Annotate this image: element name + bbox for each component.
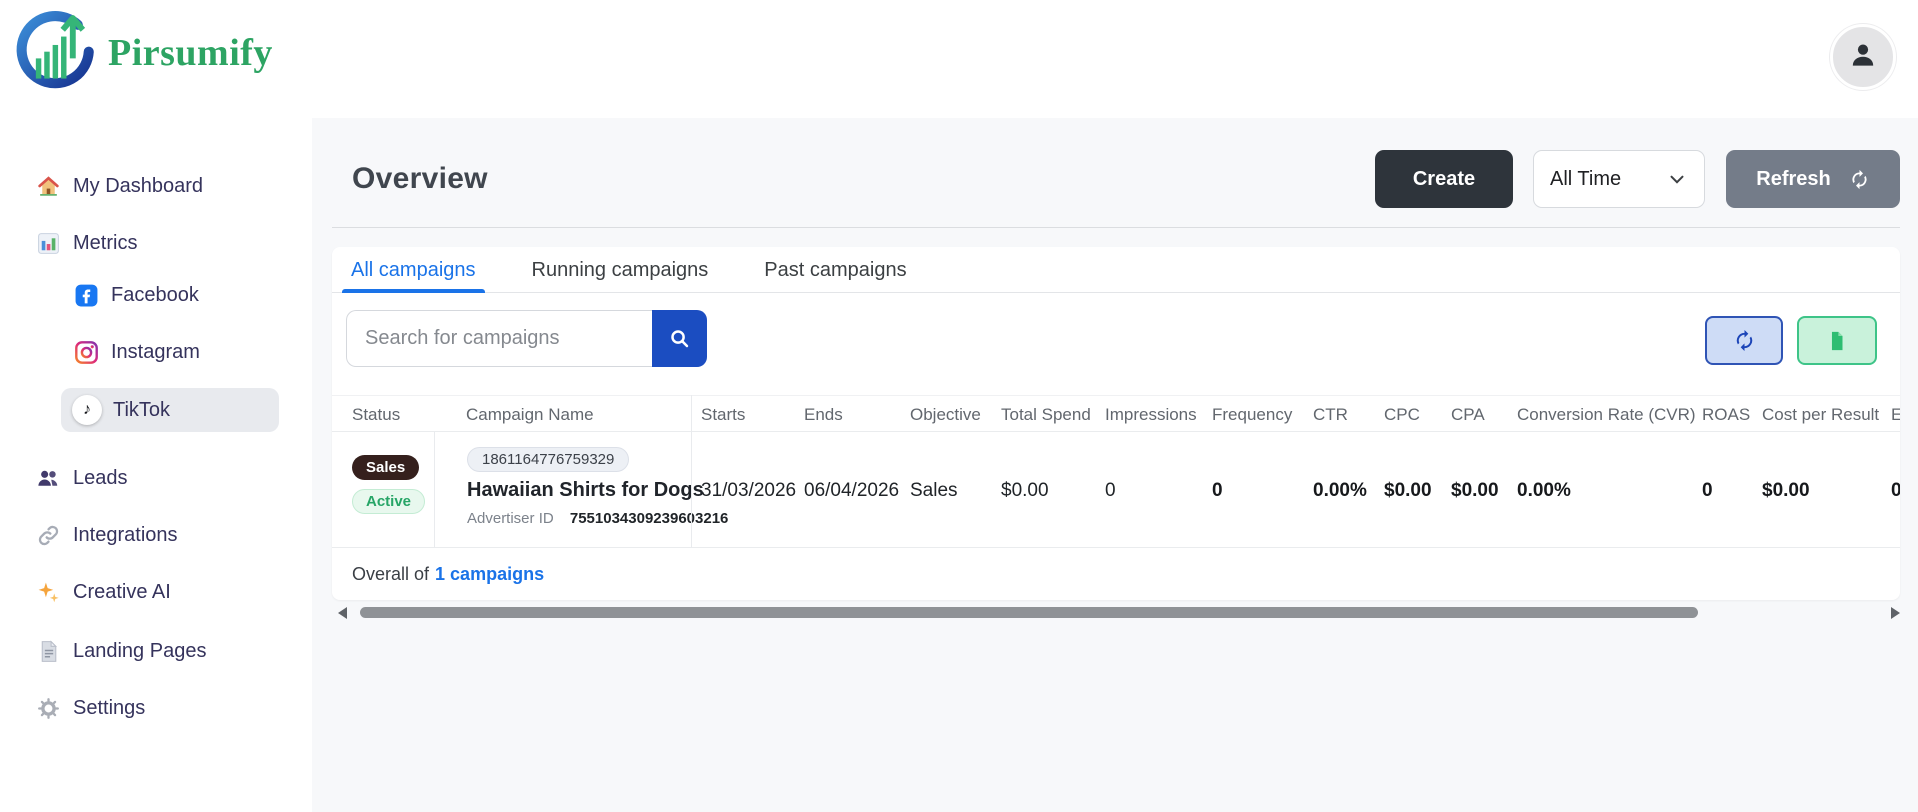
sticky-column-divider xyxy=(691,395,692,548)
cell-cvr: 0.00% xyxy=(1517,480,1571,501)
col-header-roas[interactable]: ROAS xyxy=(1702,405,1751,424)
sidebar-item-facebook[interactable]: Facebook xyxy=(0,273,312,317)
refresh-icon xyxy=(1840,169,1870,190)
sidebar: Pirsumify My Dashboard Metrics Facebook … xyxy=(0,0,312,812)
col-header-frequency[interactable]: Frequency xyxy=(1212,405,1293,424)
campaigns-count-link[interactable]: 1 campaigns xyxy=(435,563,545,584)
table-footer: Overall of 1 campaigns xyxy=(332,548,1900,600)
campaign-search xyxy=(346,310,707,367)
cell-roas: 0 xyxy=(1702,480,1713,501)
user-avatar[interactable] xyxy=(1830,24,1896,90)
sidebar-item-creative-ai[interactable]: Creative AI xyxy=(0,570,312,614)
tiktok-icon: ♪ xyxy=(72,395,102,425)
advertiser-id-label: Advertiser ID xyxy=(467,510,554,527)
sidebar-item-my-dashboard[interactable]: My Dashboard xyxy=(0,164,312,208)
main-content: Overview Create All Time Refresh All cam… xyxy=(312,118,1918,812)
sparkles-icon xyxy=(34,580,62,605)
advertiser-id-line: Advertiser ID 7551034309239603216 xyxy=(467,510,728,527)
home-icon xyxy=(34,174,62,199)
col-header-starts[interactable]: Starts xyxy=(701,405,746,424)
overall-label: Overall of xyxy=(352,563,430,584)
horizontal-scrollbar-thumb[interactable] xyxy=(360,607,1698,618)
refresh-button[interactable]: Refresh xyxy=(1726,150,1900,208)
sidebar-item-settings[interactable]: Settings xyxy=(0,686,312,730)
link-icon xyxy=(34,523,62,548)
cell-frequency: 0 xyxy=(1212,480,1223,501)
bar-chart-icon xyxy=(34,231,62,256)
instagram-icon xyxy=(72,340,100,365)
horizontal-scrollbar xyxy=(338,605,1900,621)
sidebar-item-leads[interactable]: Leads xyxy=(0,456,312,500)
col-header-cpc[interactable]: CPC xyxy=(1384,405,1420,424)
cell-total-spend: $0.00 xyxy=(1001,480,1049,501)
campaign-id-pill: 1861164776759329 xyxy=(467,447,630,472)
cell-clipped: 0 xyxy=(1891,480,1900,501)
cell-cost-per-result: $0.00 xyxy=(1762,480,1810,501)
chevron-down-icon xyxy=(1666,168,1688,190)
col-header-ctr[interactable]: CTR xyxy=(1313,405,1348,424)
search-button[interactable] xyxy=(652,310,707,367)
cell-impressions: 0 xyxy=(1105,480,1116,501)
search-icon xyxy=(668,327,691,350)
objective-badge: Sales xyxy=(352,455,420,480)
campaign-tabs: All campaigns Running campaigns Past cam… xyxy=(332,247,1900,293)
export-button[interactable] xyxy=(1797,316,1877,365)
col-header-objective[interactable]: Objective xyxy=(910,405,981,424)
sidebar-item-integrations[interactable]: Integrations xyxy=(0,513,312,557)
sidebar-item-metrics[interactable]: Metrics xyxy=(0,221,312,265)
time-filter-select[interactable]: All Time xyxy=(1533,150,1705,208)
col-header-total-spend[interactable]: Total Spend xyxy=(1001,405,1091,424)
column-divider xyxy=(434,432,435,548)
cell-cpc: $0.00 xyxy=(1384,480,1432,501)
scroll-left-arrow[interactable] xyxy=(338,607,347,619)
cell-objective: Sales xyxy=(910,480,958,501)
create-button[interactable]: Create xyxy=(1375,150,1513,208)
page-title: Overview xyxy=(352,162,488,195)
sidebar-item-tiktok[interactable]: ♪ TikTok xyxy=(0,388,312,432)
search-input[interactable] xyxy=(346,310,652,367)
document-icon xyxy=(34,639,62,664)
col-header-ends[interactable]: Ends xyxy=(804,405,843,424)
cell-ends: 06/04/2026 xyxy=(804,480,900,501)
refresh-icon xyxy=(1733,329,1756,352)
col-header-cpa[interactable]: CPA xyxy=(1451,405,1485,424)
table-row[interactable]: Sales Active 1861164776759329 Hawaiian S… xyxy=(332,432,1900,548)
campaign-cell: 1861164776759329 Hawaiian Shirts for Dog… xyxy=(467,447,728,527)
cell-starts: 31/03/2026 xyxy=(701,480,797,501)
campaigns-card: All campaigns Running campaigns Past cam… xyxy=(332,247,1900,600)
tab-all-campaigns[interactable]: All campaigns xyxy=(342,247,485,293)
people-icon xyxy=(34,466,62,491)
brand-logo[interactable]: Pirsumify xyxy=(14,8,273,97)
topbar xyxy=(0,0,1918,118)
col-header-cost-per-result[interactable]: Cost per Result xyxy=(1762,405,1880,424)
file-icon xyxy=(1826,330,1848,352)
gear-icon xyxy=(34,696,62,721)
sidebar-item-landing-pages[interactable]: Landing Pages xyxy=(0,629,312,673)
cell-cpa: $0.00 xyxy=(1451,480,1499,501)
tab-past-campaigns[interactable]: Past campaigns xyxy=(764,258,907,281)
col-header-clipped[interactable]: E xyxy=(1891,405,1900,424)
status-badge: Active xyxy=(352,489,426,514)
cell-ctr: 0.00% xyxy=(1313,480,1367,501)
header-divider xyxy=(332,227,1900,228)
pirsumify-logo-icon xyxy=(14,8,98,97)
col-header-campaign-name[interactable]: Campaign Name xyxy=(466,405,594,424)
person-icon xyxy=(1846,38,1880,77)
col-header-cvr[interactable]: Conversion Rate (CVR) xyxy=(1517,405,1696,424)
col-header-impressions[interactable]: Impressions xyxy=(1105,405,1197,424)
status-cell: Sales Active xyxy=(352,455,426,514)
scroll-right-arrow[interactable] xyxy=(1891,607,1900,619)
col-header-status[interactable]: Status xyxy=(352,405,401,424)
tab-running-campaigns[interactable]: Running campaigns xyxy=(531,258,709,281)
reload-table-button[interactable] xyxy=(1705,316,1783,365)
advertiser-id-value: 7551034309239603216 xyxy=(569,510,729,527)
facebook-icon xyxy=(72,283,100,308)
brand-name: Pirsumify xyxy=(108,31,273,74)
sidebar-item-instagram[interactable]: Instagram xyxy=(0,330,312,374)
table-header-row: Status Campaign Name Starts Ends Objecti… xyxy=(332,395,1900,432)
time-filter-value: All Time xyxy=(1550,167,1622,190)
campaign-name[interactable]: Hawaiian Shirts for Dogs xyxy=(467,479,704,501)
